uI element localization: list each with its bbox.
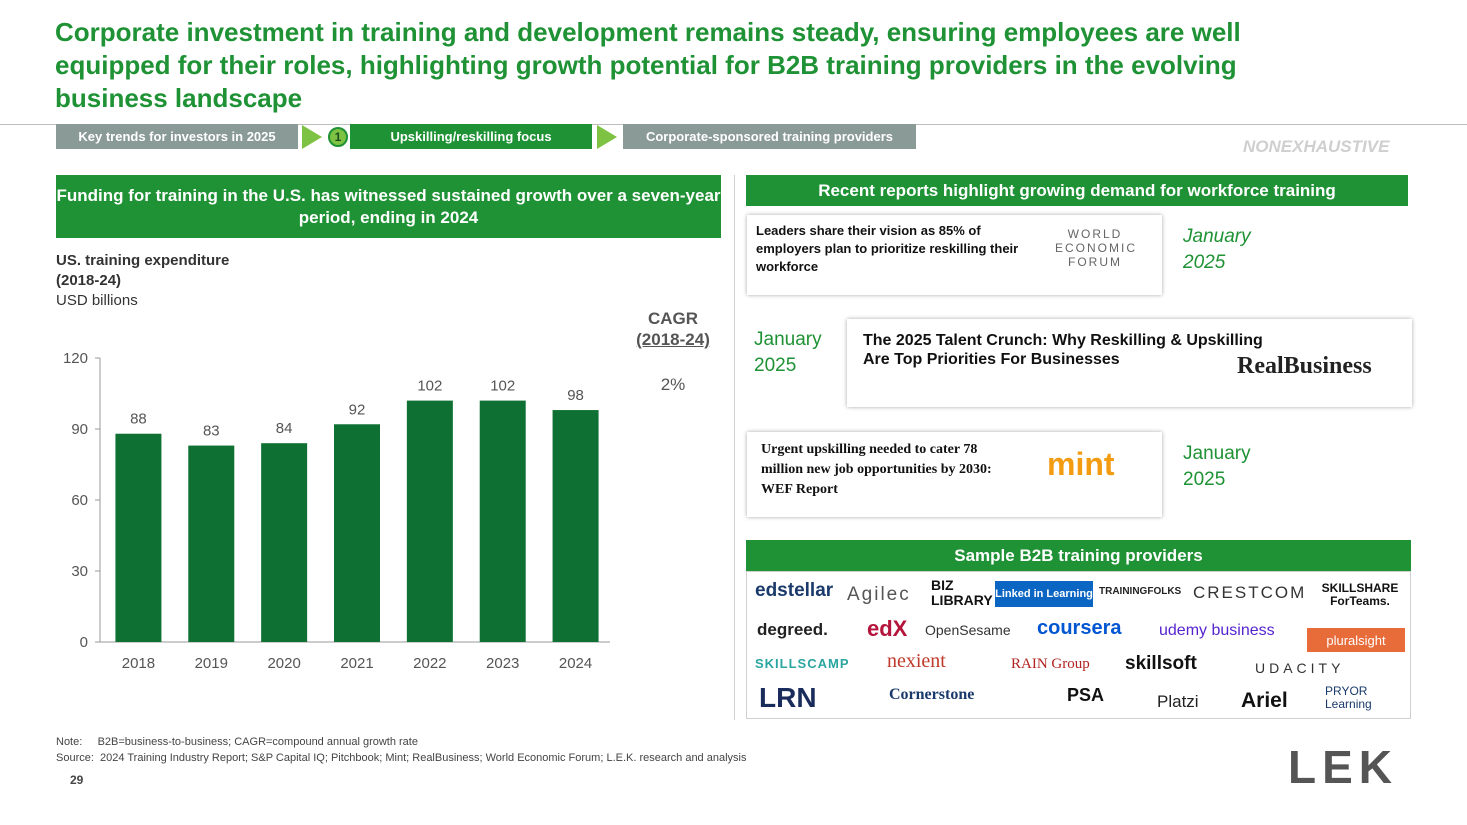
y-tick-label: 90 (71, 421, 88, 438)
provider-logo-skillsoft: skillsoft (1125, 653, 1197, 674)
bar-chart: 0 30 60 90 120 88 2018 83 2019 84 2020 92 2021 102 202… (63, 350, 610, 672)
wef-logo: WORLD ECONOMIC FORUM (1055, 227, 1137, 269)
source-text: Source: 2024 Training Industry Report; S… (56, 752, 747, 764)
provider-logo-udacity: UDACITY (1255, 660, 1345, 676)
provider-logo-degreed: degreed. (757, 620, 828, 639)
bar-value-label: 102 (417, 378, 442, 395)
chart-title: US. training expenditure (2018-24) (56, 251, 229, 291)
y-tick-label: 30 (71, 563, 88, 580)
bar-value-label: 92 (349, 401, 366, 418)
bar-2020 (261, 443, 308, 642)
provider-logo-opensesame: OpenSesame (925, 622, 1011, 638)
provider-logo-edstellar: edstellar (755, 580, 834, 601)
bar-value-label: 83 (203, 423, 220, 440)
x-tick-label: 2021 (340, 655, 373, 672)
report-date: January 2025 (1183, 224, 1251, 276)
lek-logo: LEK (1288, 741, 1398, 793)
report-date: January 2025 (754, 327, 822, 379)
provider-logo-lrn: LRN (759, 682, 817, 713)
provider-logo-crestcom: CRESTCOM (1193, 583, 1307, 602)
provider-logo-trainingfolks: TRAININGFOLKS (1099, 586, 1182, 597)
report-date-year: 2025 (754, 355, 797, 376)
bar-value-label: 84 (276, 420, 293, 437)
nonexhaustive-label: NONEXHAUSTIVE (1243, 137, 1390, 156)
provider-logo-pluralsight: pluralsight (1307, 628, 1405, 652)
bar-2022 (406, 400, 453, 642)
note-text: Note: B2B=business-to-business; CAGR=com… (56, 736, 418, 748)
y-tick-label: 120 (63, 350, 88, 367)
provider-logo-agilec: Agilec (847, 584, 911, 605)
bar-value-label: 88 (130, 411, 147, 428)
provider-logo-nexient: nexient (887, 650, 946, 672)
x-tick-label: 2024 (559, 655, 592, 672)
footnote: Note: B2B=business-to-business; CAGR=com… (56, 734, 746, 766)
y-tick-label: 60 (71, 492, 88, 509)
cagr-period: (2018-24) (636, 330, 710, 349)
chart-title-line2: (2018-24) (56, 272, 122, 289)
report-date-year: 2025 (1183, 252, 1226, 273)
breadcrumb-arrow-icon (597, 125, 617, 149)
report-date-month: January (754, 329, 822, 350)
bar-value-label: 98 (567, 387, 584, 404)
right-section-header: Recent reports highlight growing demand … (746, 175, 1408, 206)
chart-title-line1: US. training expenditure (56, 252, 230, 269)
y-tick-label: 0 (80, 634, 88, 651)
bar-2024 (552, 410, 599, 642)
report-date-month: January (1183, 226, 1251, 247)
provider-logo-platzi: Platzi (1157, 692, 1199, 711)
provider-logo-psa: PSA (1067, 685, 1105, 705)
mint-logo: mint (1047, 446, 1115, 482)
report-clipping-wef: Leaders share their vision as 85% of emp… (747, 215, 1162, 295)
provider-logo-skillscamp: SKILLSCAMP (755, 656, 850, 671)
report-date-year: 2025 (1183, 469, 1226, 490)
report-clipping-mint: Urgent upskilling needed to cater 78 mil… (747, 432, 1162, 517)
x-tick-label: 2020 (267, 655, 300, 672)
realbusiness-logo: RealBusiness (1237, 353, 1372, 379)
provider-logo-rain-group: RAIN Group (1011, 656, 1090, 672)
column-divider (734, 175, 735, 720)
report-date: January 2025 (1183, 441, 1251, 493)
bar-2018 (115, 433, 162, 642)
provider-logo-udemy-business: udemy business (1159, 622, 1275, 639)
x-tick-label: 2019 (195, 655, 228, 672)
page-title: Corporate investment in training and dev… (55, 17, 1241, 113)
report-date-month: January (1183, 443, 1251, 464)
x-tick-label: 2022 (413, 655, 446, 672)
provider-logo-pryor-learning: PRYOR Learning (1325, 684, 1372, 711)
cagr-value: 2% (660, 375, 686, 394)
cagr-label: CAGR (647, 309, 699, 328)
report-headline: The 2025 Talent Crunch: Why Reskilling &… (863, 332, 1263, 368)
step-number-badge: 1 (328, 127, 348, 147)
breadcrumb-step-key-trends[interactable]: Key trends for investors in 2025 (56, 124, 298, 149)
provider-logo-edx: edX (867, 616, 908, 641)
provider-logo-bizlibrary: BIZ LIBRARY (931, 577, 993, 608)
report-clipping-realbusiness: The 2025 Talent Crunch: Why Reskilling &… (847, 319, 1412, 407)
breadcrumb-arrow-icon (302, 125, 322, 149)
breadcrumb-step-upskilling[interactable]: Upskilling/reskilling focus (350, 124, 592, 149)
chart-unit-label: USD billions (56, 292, 138, 309)
breadcrumb-step-providers[interactable]: Corporate-sponsored training providers (623, 124, 916, 149)
x-tick-label: 2023 (486, 655, 519, 672)
bar-2023 (479, 400, 526, 642)
provider-logo-coursera: coursera (1037, 617, 1122, 639)
provider-logo-cornerstone: Cornerstone (889, 686, 975, 703)
sample-providers-header: Sample B2B training providers (746, 540, 1411, 571)
provider-logo-skillshare: SKILLSHARE ForTeams. (1321, 581, 1399, 608)
provider-logo-linkedin-learning: Linked in Learning (995, 581, 1093, 607)
provider-logo-ariel: Ariel (1241, 689, 1288, 712)
report-headline: Urgent upskilling needed to cater 78 mil… (761, 442, 992, 497)
bar-2019 (188, 445, 235, 642)
report-headline: Leaders share their vision as 85% of emp… (756, 223, 1019, 274)
bar-value-label: 102 (490, 378, 515, 395)
page-number: 29 (70, 773, 84, 787)
left-section-header: Funding for training in the U.S. has wit… (56, 175, 721, 238)
bar-2021 (334, 424, 380, 642)
x-tick-label: 2018 (122, 655, 155, 672)
provider-logo-grid: edstellar Agilec BIZ LIBRARY Linked in L… (746, 571, 1411, 719)
